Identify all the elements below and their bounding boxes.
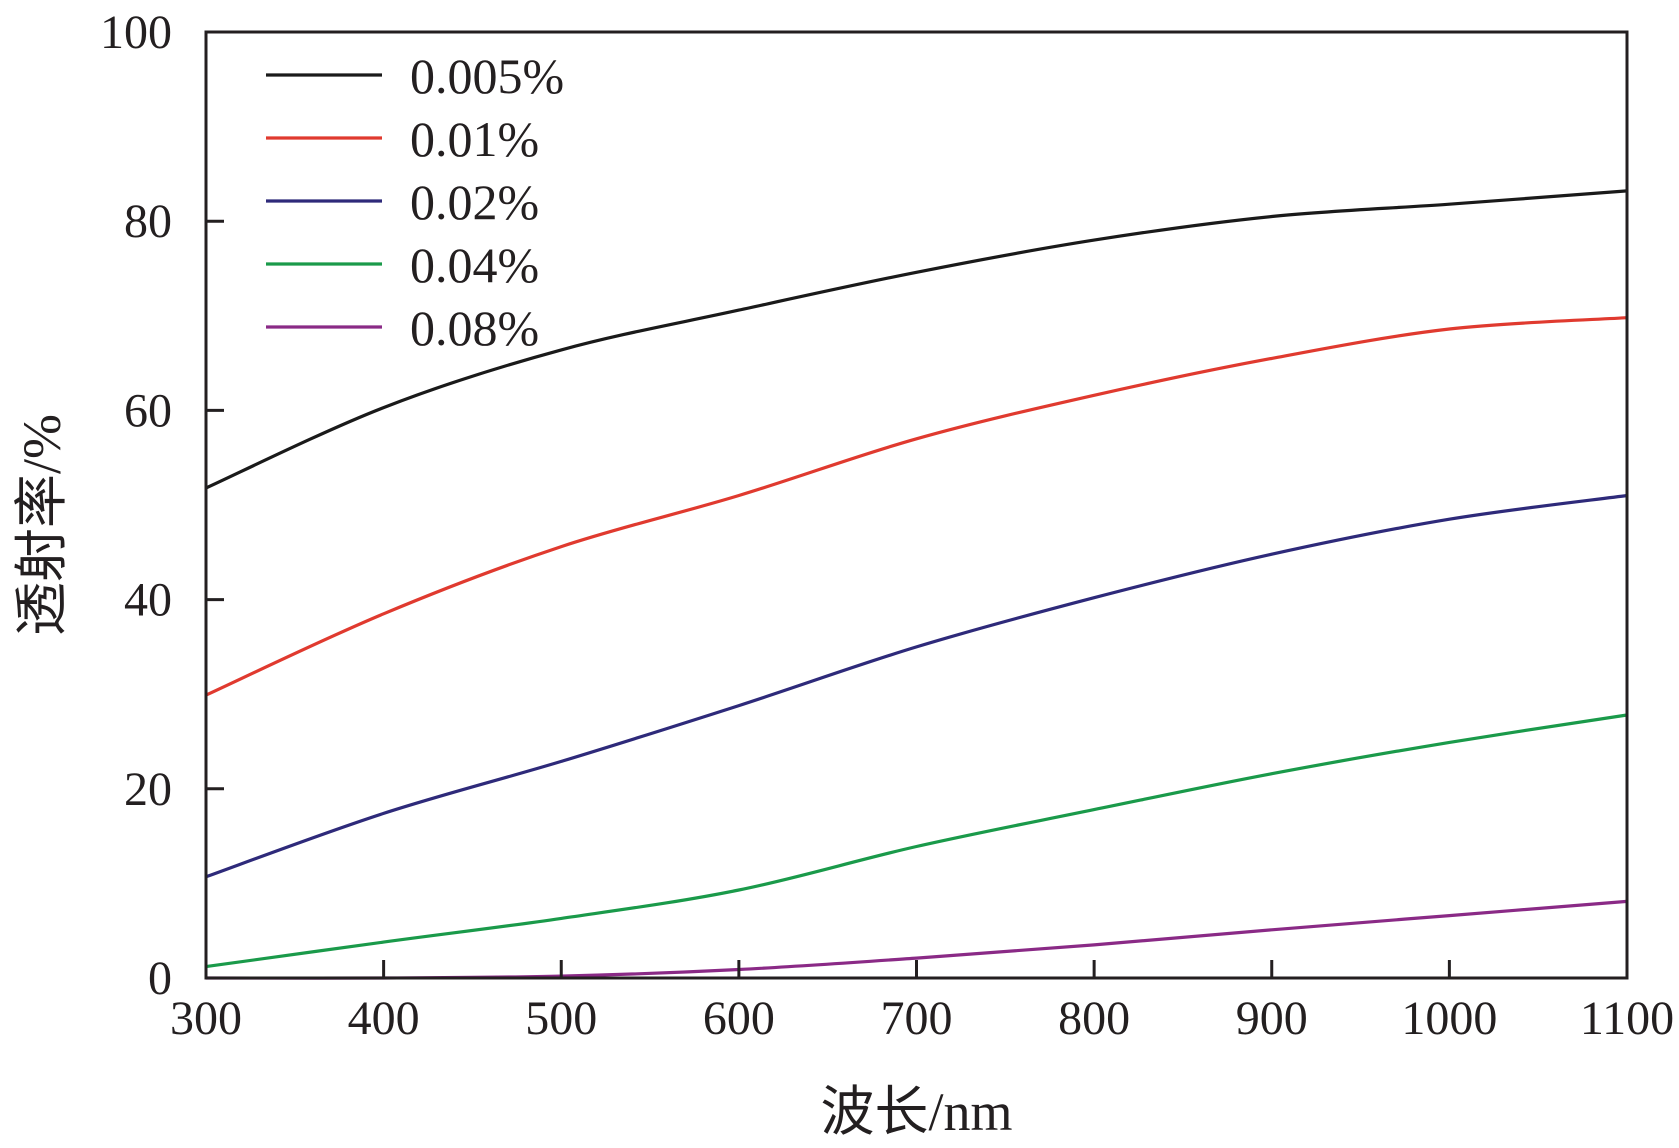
x-tick-label: 800 (1058, 992, 1130, 1045)
y-tick-label: 40 (124, 574, 172, 627)
x-tick-label: 900 (1236, 992, 1308, 1045)
y-tick-label: 60 (124, 384, 172, 437)
x-tick-label: 700 (881, 992, 953, 1045)
ticks-layer: 300 400 500 600 700 800 900 1000 1100 0 20 40 60 80 10… (100, 6, 1674, 1045)
legend-label: 0.08% (410, 300, 539, 356)
y-tick-label: 100 (100, 6, 172, 59)
legend-label: 0.02% (410, 174, 539, 230)
series-line (205, 713, 1628, 969)
x-axis-label: 波长/nm (820, 1082, 1012, 1142)
y-tick-label: 20 (124, 763, 172, 816)
series-line (205, 493, 1628, 879)
legend-label: 0.04% (410, 237, 539, 293)
x-tick-label: 600 (703, 992, 775, 1045)
x-tick-label: 400 (348, 992, 420, 1045)
series-line (205, 189, 1628, 490)
legend: 0.005% 0.01% 0.02% 0.04% 0.08% (266, 48, 564, 356)
x-tick-label: 1100 (1580, 992, 1674, 1045)
legend-label: 0.005% (410, 48, 564, 104)
legend-label: 0.01% (410, 111, 539, 167)
x-tick-label: 500 (525, 992, 597, 1045)
y-axis-label: 透射率/% (12, 414, 72, 636)
y-tick-label: 80 (124, 195, 172, 248)
y-tick-label: 0 (148, 952, 172, 1005)
x-tick-label: 300 (170, 992, 242, 1045)
series-line (205, 316, 1628, 697)
x-tick-label: 1000 (1401, 992, 1497, 1045)
